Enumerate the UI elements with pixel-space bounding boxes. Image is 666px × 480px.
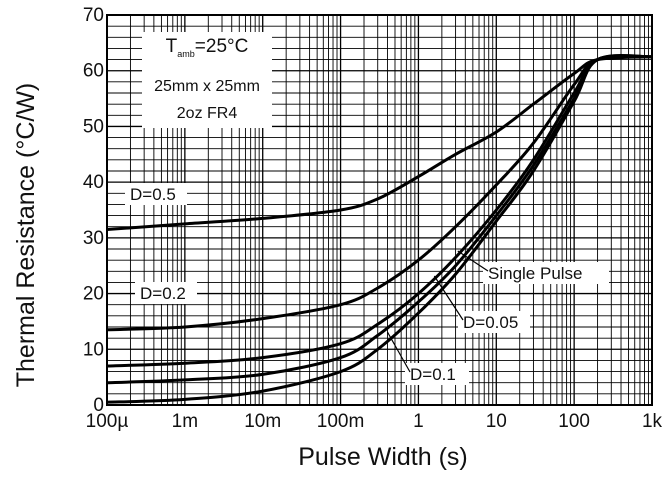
series-line-d-0-5: [106, 55, 653, 231]
x-tick-label: 10m: [244, 411, 281, 432]
x-tick-label: 100: [558, 411, 590, 432]
y-tick-label: 70: [83, 5, 104, 26]
conditions-line-2: 25mm x 25mm: [154, 78, 260, 95]
y-tick-label: 40: [83, 172, 104, 193]
conditions-line-1: Tamb=25°C: [166, 36, 249, 59]
x-tick-label: 1: [413, 411, 424, 432]
conditions-box: Tamb=25°C 25mm x 25mm 2oz FR4: [142, 32, 272, 128]
plot-frame: [106, 14, 653, 406]
curve-label-d-0-2: D=0.2: [140, 284, 186, 303]
series-line-d-0-2: [106, 55, 653, 332]
condition-t-suffix: =25°C: [195, 36, 249, 57]
conditions-box-background: [142, 32, 272, 128]
x-tick-label: 1m: [172, 411, 198, 432]
x-tick-label: 100m: [317, 411, 365, 432]
x-axis-title: Pulse Width (s): [298, 443, 467, 471]
x-tick-labels: 100µ 1m 10m 100m 1 10 100 1k: [86, 411, 663, 432]
x-tick-label: 1k: [642, 411, 663, 432]
curve-label-box-d-0-1: [405, 363, 469, 385]
curve-label-box-d-0-2: [135, 282, 197, 304]
y-tick-label: 20: [83, 284, 104, 305]
series-lines: [106, 54, 653, 404]
y-tick-label: 10: [83, 339, 104, 360]
conditions-line-3: 2oz FR4: [177, 105, 238, 122]
curve-labels: D=0.5 D=0.2 D=0.1 D=0.05 Single Pulse: [125, 183, 609, 385]
curve-label-leader-d-0-05: [433, 275, 464, 321]
y-tick-labels: 0 10 20 30 40 50 60 70: [83, 5, 104, 416]
condition-t-sub: amb: [177, 49, 195, 59]
y-tick-label: 50: [83, 116, 104, 137]
series-line-single-pulse: [106, 54, 653, 404]
y-tick-label: 30: [83, 228, 104, 249]
curve-label-box-d-0-5: [125, 183, 187, 205]
y-tick-label: 0: [93, 395, 104, 416]
series-line-d-0-1: [106, 54, 653, 368]
curve-label-d-0-05: D=0.05: [463, 313, 518, 332]
condition-t-prefix: T: [166, 36, 178, 57]
curve-label-leader-d-0-1: [386, 331, 411, 373]
x-tick-label: 100µ: [86, 411, 129, 432]
y-tick-label: 60: [83, 61, 104, 82]
curve-label-single-pulse: Single Pulse: [488, 264, 583, 283]
x-tick-label: 10: [486, 411, 507, 432]
curve-label-box-single-pulse: [483, 262, 609, 284]
curve-label-leader-single-pulse: [457, 250, 489, 272]
curve-label-d-0-1: D=0.1: [410, 365, 456, 384]
curve-label-d-0-5: D=0.5: [130, 185, 176, 204]
y-axis-title: Thermal Resistance (°C/W): [12, 83, 40, 388]
curve-label-box-d-0-05: [458, 311, 530, 333]
